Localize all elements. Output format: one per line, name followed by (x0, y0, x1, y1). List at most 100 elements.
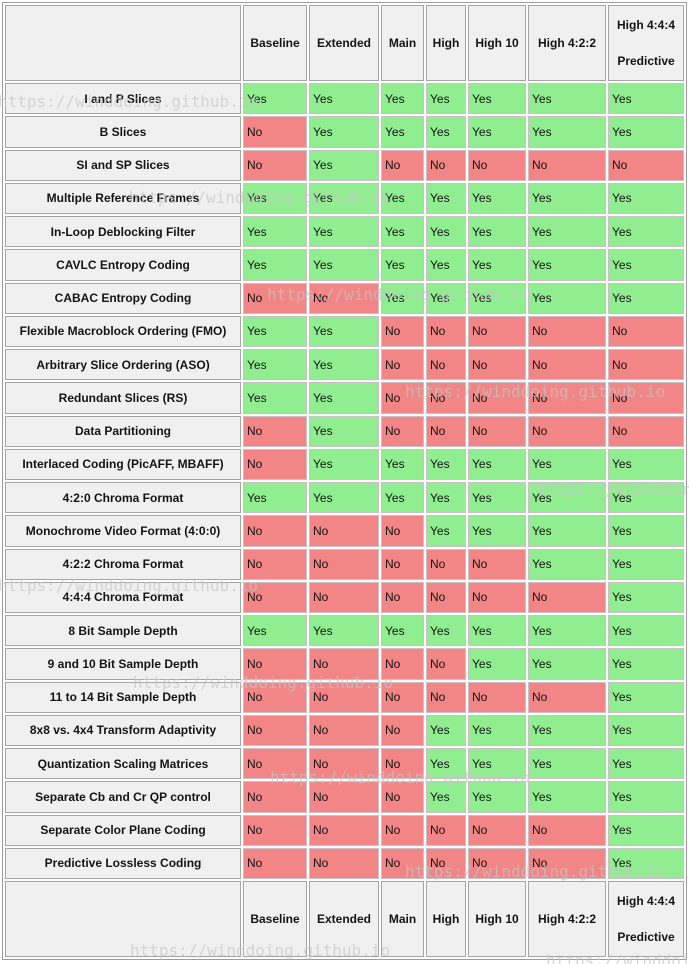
profile-label: High 4:2:2 (537, 35, 596, 50)
profile-label: High 10 (475, 35, 519, 50)
feature-label-si-and-sp-slices: SI and SP Slices (5, 149, 241, 181)
support-cell: No (468, 814, 526, 846)
support-cell: No (528, 349, 606, 381)
support-cell: Yes (608, 648, 684, 680)
feature-label-quantization-scaling-matrices: Quantization Scaling Matrices (5, 748, 241, 780)
support-cell: No (309, 581, 379, 613)
support-cell: No (243, 515, 307, 547)
footer-profile-high-4-2-2: High 4:2:2 (528, 881, 606, 957)
support-cell: No (468, 315, 526, 347)
feature-row: CABAC Entropy Coding No No Yes Yes Yes Yes Yes (5, 282, 684, 314)
support-cell: Yes (243, 615, 307, 647)
feature-row: SI and SP Slices No Yes No No No No No (5, 149, 684, 181)
support-cell: No (528, 814, 606, 846)
header-profile-high-10: High 10 (468, 5, 526, 81)
header-profile-main: Main (381, 5, 424, 81)
profile-label-line2: Predictive (617, 930, 675, 944)
support-cell: Yes (309, 615, 379, 647)
support-cell: No (309, 714, 379, 746)
support-cell: Yes (528, 83, 606, 115)
feature-label-9-and-10-bit-sample-depth: 9 and 10 Bit Sample Depth (5, 648, 241, 680)
support-cell: No (381, 847, 424, 879)
support-cell: Yes (608, 83, 684, 115)
support-cell: Yes (381, 182, 424, 214)
support-cell: No (381, 748, 424, 780)
support-cell: No (381, 581, 424, 613)
feature-label-4-2-2-chroma-format: 4:2:2 Chroma Format (5, 548, 241, 580)
feature-row: Redundant Slices (RS) Yes Yes No No No No No (5, 382, 684, 414)
support-cell: Yes (426, 249, 466, 281)
support-cell: No (608, 149, 684, 181)
feature-row: Predictive Lossless Coding No No No No No No Ye… (5, 847, 684, 879)
support-cell: No (381, 315, 424, 347)
footer-row: Baseline Extended Main High High 10 High 4:2:… (5, 881, 684, 957)
feature-row: Separate Cb and Cr QP control No No No Yes Ye… (5, 781, 684, 813)
feature-row: 8x8 vs. 4x4 Transform Adaptivity No No No Ye… (5, 714, 684, 746)
support-cell: Yes (381, 116, 424, 148)
support-cell: Yes (381, 83, 424, 115)
support-cell: No (381, 415, 424, 447)
support-cell: Yes (309, 482, 379, 514)
support-cell: Yes (243, 482, 307, 514)
support-cell: No (468, 349, 526, 381)
footer-profile-main: Main (381, 881, 424, 957)
support-cell: Yes (528, 515, 606, 547)
support-cell: No (426, 349, 466, 381)
support-cell: Yes (528, 714, 606, 746)
footer-profile-high-10: High 10 (468, 881, 526, 957)
support-cell: Yes (608, 448, 684, 480)
footer-profile-extended: Extended (309, 881, 379, 957)
feature-row: 4:2:0 Chroma Format Yes Yes Yes Yes Yes Yes Yes (5, 482, 684, 514)
support-cell: Yes (528, 648, 606, 680)
header-row: Baseline Extended Main High High 10 High 4:2:… (5, 5, 684, 81)
support-cell: No (528, 681, 606, 713)
feature-label-data-partitioning: Data Partitioning (5, 415, 241, 447)
feature-label-redundant-slices-rs: Redundant Slices (RS) (5, 382, 241, 414)
support-cell: No (243, 282, 307, 314)
support-cell: No (309, 748, 379, 780)
feature-row: 4:4:4 Chroma Format No No No No No No Yes (5, 581, 684, 613)
support-cell: No (309, 847, 379, 879)
support-cell: No (243, 581, 307, 613)
support-cell: Yes (608, 515, 684, 547)
support-cell: Yes (243, 182, 307, 214)
support-cell: No (426, 648, 466, 680)
feature-row: Multiple Reference Frames Yes Yes Yes Yes Yes… (5, 182, 684, 214)
support-cell: No (309, 548, 379, 580)
feature-label-separate-cb-and-cr-qp-control: Separate Cb and Cr QP control (5, 781, 241, 813)
support-cell: No (381, 349, 424, 381)
feature-row: 8 Bit Sample Depth Yes Yes Yes Yes Yes Yes Yes (5, 615, 684, 647)
support-cell: Yes (309, 349, 379, 381)
support-cell: No (468, 847, 526, 879)
support-cell: No (381, 648, 424, 680)
support-cell: Yes (309, 382, 379, 414)
support-cell: No (426, 415, 466, 447)
support-cell: No (528, 382, 606, 414)
feature-row: Separate Color Plane Coding No No No No No No Y… (5, 814, 684, 846)
support-cell: No (528, 149, 606, 181)
support-cell: No (381, 382, 424, 414)
support-cell: No (468, 548, 526, 580)
profile-label: High 10 (475, 911, 519, 926)
footer-profile-high-4-4-4: High 4:4:4 Predictive (608, 881, 684, 957)
support-cell: Yes (608, 116, 684, 148)
support-cell: Yes (243, 382, 307, 414)
support-cell: No (381, 548, 424, 580)
feature-label-monochrome-video-format-4-0-0: Monochrome Video Format (4:0:0) (5, 515, 241, 547)
support-cell: Yes (608, 748, 684, 780)
feature-row: Arbitrary Slice Ordering (ASO) Yes Yes No No… (5, 349, 684, 381)
support-cell: Yes (243, 249, 307, 281)
feature-label-b-slices: B Slices (5, 116, 241, 148)
support-cell: No (309, 648, 379, 680)
support-cell: No (243, 814, 307, 846)
feature-label-cavlc-entropy-coding: CAVLC Entropy Coding (5, 249, 241, 281)
support-cell: No (468, 382, 526, 414)
support-cell: Yes (468, 648, 526, 680)
support-cell: Yes (426, 182, 466, 214)
support-cell: No (243, 681, 307, 713)
support-cell: Yes (528, 781, 606, 813)
support-cell: No (608, 382, 684, 414)
support-cell: No (468, 681, 526, 713)
support-cell: No (243, 748, 307, 780)
profile-label: High 4:2:2 (537, 911, 596, 926)
